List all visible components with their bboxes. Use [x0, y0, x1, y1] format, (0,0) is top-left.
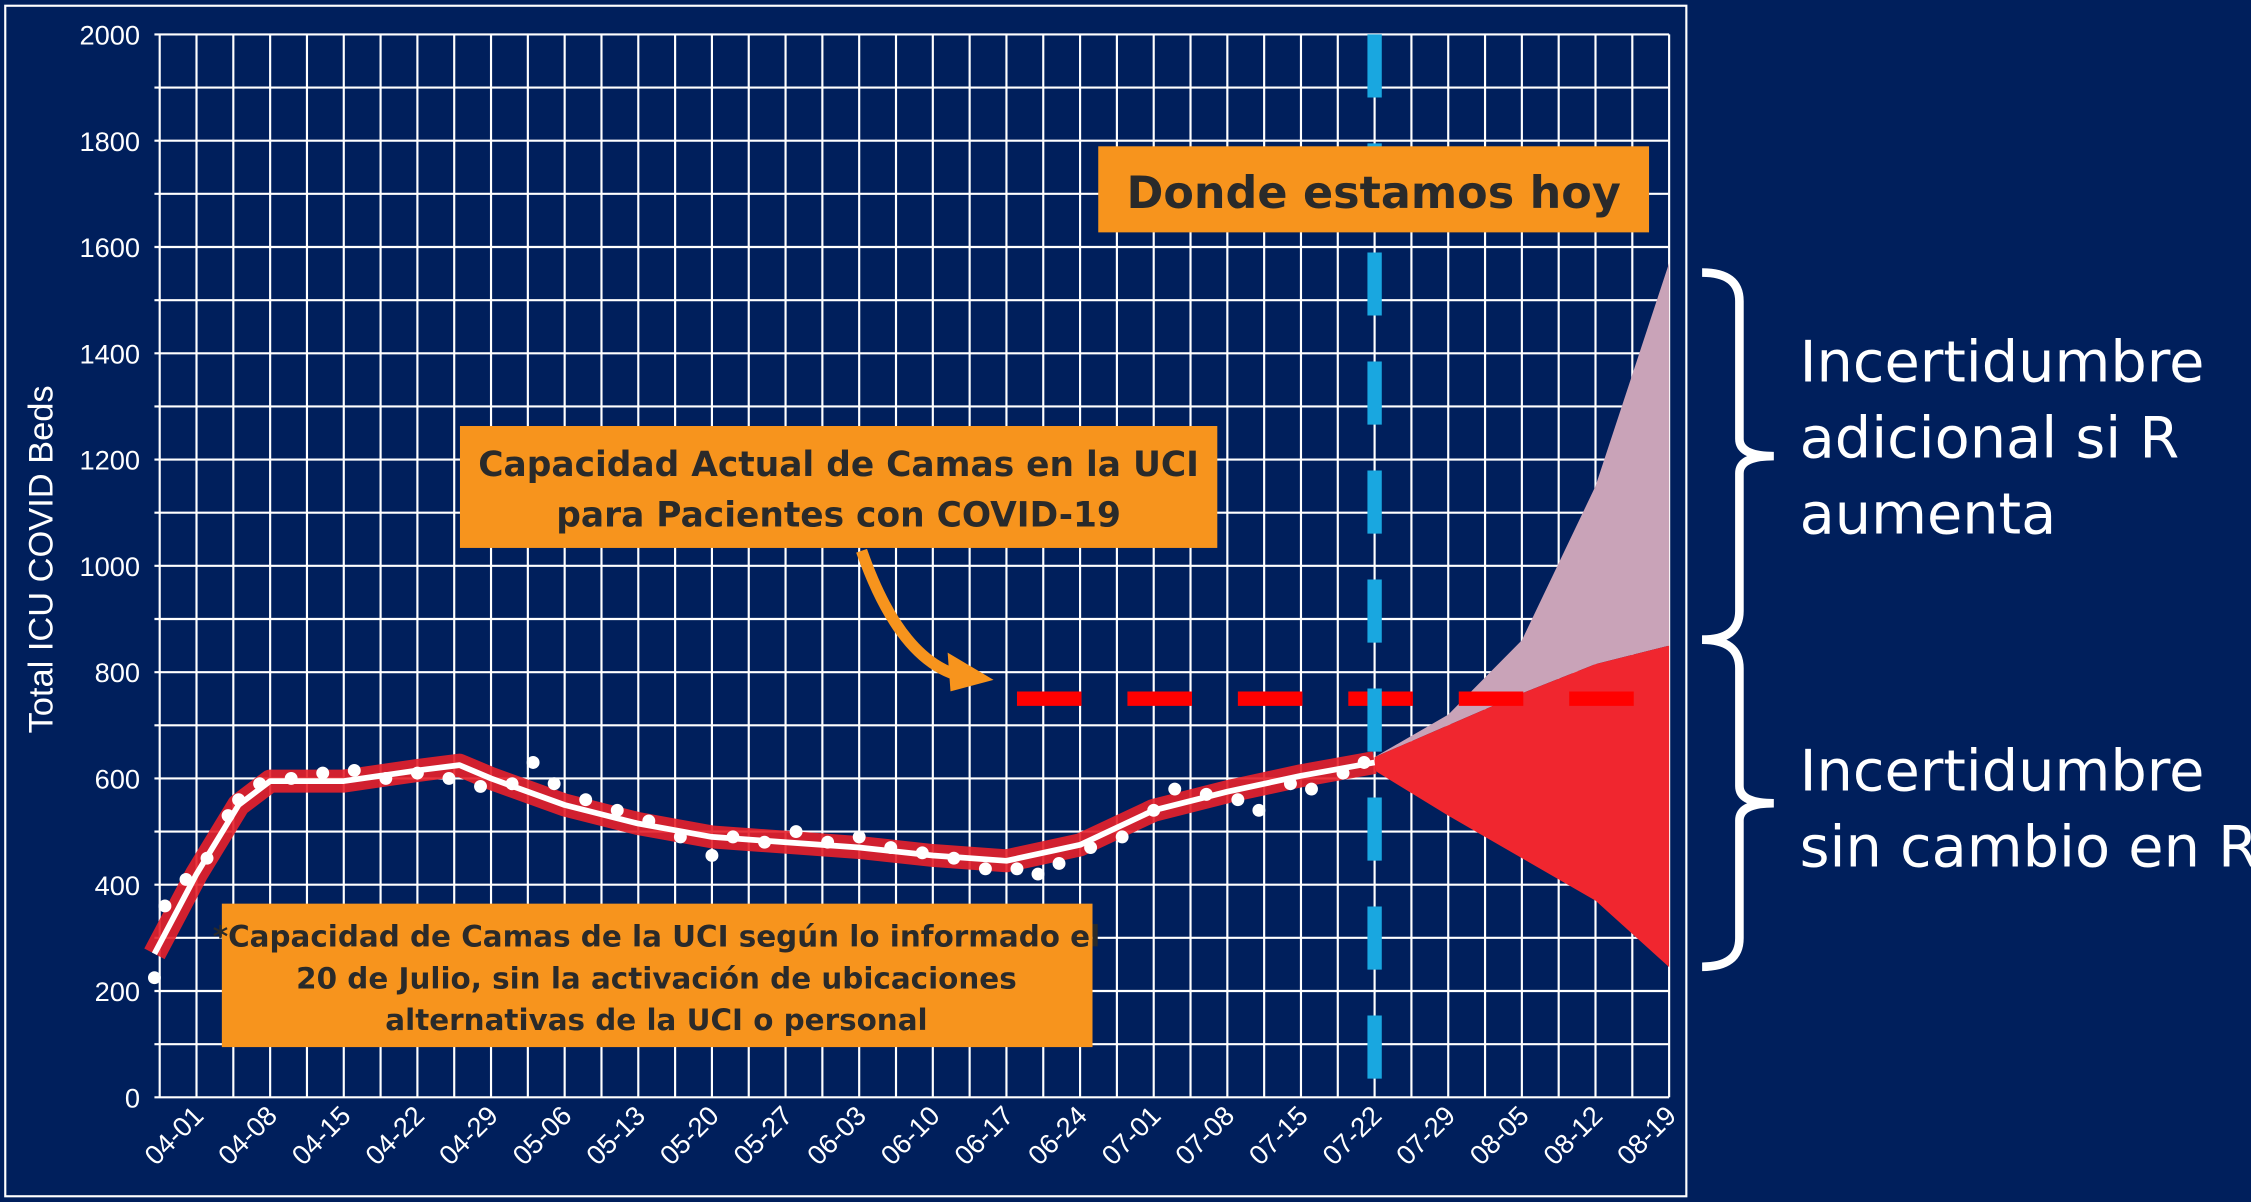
observed-point	[705, 849, 719, 862]
y-tick-label: 1600	[79, 232, 140, 263]
observed-point	[1305, 782, 1318, 796]
y-tick-label: 0	[125, 1082, 140, 1113]
observed-point	[642, 814, 656, 828]
y-tick-label: 400	[95, 870, 140, 901]
annotation-box	[459, 426, 1218, 548]
observed-point	[579, 793, 593, 807]
observed-point	[1084, 841, 1098, 854]
observed-point	[232, 793, 246, 807]
annotation-box	[221, 903, 1093, 1048]
observed-point	[726, 830, 740, 844]
observed-point	[789, 825, 803, 839]
side-label: sin cambio en R	[1800, 813, 2251, 880]
y-tick-label: 1800	[79, 126, 140, 157]
y-tick-label: 1000	[79, 551, 140, 582]
observed-point	[1283, 777, 1297, 791]
observed-point	[1199, 787, 1213, 801]
today-label: Donde estamos hoy	[1126, 168, 1620, 219]
footnote: 20 de Julio, sin la activación de ubicac…	[296, 961, 1017, 995]
capacity-label: para Pacientes con COVID-19	[556, 495, 1121, 535]
y-axis-label: Total ICU COVID Beds	[23, 385, 61, 733]
observed-point	[947, 851, 961, 865]
observed-point	[1031, 867, 1045, 881]
observed-point	[526, 756, 540, 769]
projection-band-high	[1374, 262, 1670, 758]
observed-point	[379, 771, 393, 785]
y-tick-label: 200	[95, 976, 140, 1007]
observed-point	[1252, 803, 1266, 817]
observed-point	[1231, 793, 1245, 807]
observed-point	[1115, 830, 1129, 844]
observed-point	[316, 766, 330, 780]
observed-point	[221, 809, 235, 823]
observed-point	[884, 841, 898, 854]
y-tick-label: 600	[95, 763, 140, 794]
observed-point	[915, 846, 929, 860]
side-label: aumenta	[1800, 481, 2057, 548]
brace	[1701, 268, 1774, 645]
observed-point	[1052, 857, 1066, 870]
observed-point	[547, 777, 561, 791]
side-label: Incertidumbre	[1800, 329, 2205, 396]
observed-point	[505, 777, 519, 791]
arrow-head	[947, 652, 994, 692]
footnote: *Capacidad de Camas de la UCI según lo i…	[213, 920, 1100, 954]
y-tick-label: 1200	[79, 445, 140, 476]
observed-point	[158, 899, 172, 913]
annotation-box	[1098, 146, 1650, 233]
y-tick-label: 1400	[79, 338, 140, 369]
projection-band	[1374, 645, 1670, 968]
observed-point	[347, 764, 361, 777]
observed-point	[410, 766, 424, 780]
annotations: Donde estamos hoy Capacidad Actual de Cam…	[213, 146, 2251, 1048]
fit-line	[151, 759, 1376, 956]
marks	[144, 34, 1670, 1091]
side-label: adicional si R	[1800, 405, 2180, 472]
observed-point	[200, 851, 214, 865]
observed-point	[253, 777, 267, 791]
side-label: Incertidumbre	[1800, 737, 2205, 804]
observed-point	[1010, 862, 1024, 876]
y-tick-label: 2000	[79, 19, 140, 50]
observed-point	[821, 835, 835, 849]
observed-point	[1147, 803, 1161, 817]
observed-point	[442, 771, 456, 785]
observed-point	[284, 771, 298, 785]
brace	[1701, 635, 1774, 972]
capacity-label: Capacidad Actual de Camas en la UCI	[478, 445, 1199, 485]
observed-point	[610, 803, 624, 817]
observed-point	[1357, 756, 1371, 769]
observed-point	[1168, 782, 1182, 796]
observed-point	[852, 830, 866, 844]
footnote: alternativas de la UCI o personal	[385, 1003, 927, 1037]
y-tick-label: 800	[95, 657, 140, 688]
observed-point	[673, 830, 687, 844]
observed-point	[1336, 766, 1350, 780]
observed-point	[758, 835, 771, 849]
observed-point	[179, 872, 193, 886]
observed-point	[474, 779, 487, 793]
observed-point	[978, 862, 992, 876]
observed-point	[147, 971, 161, 985]
plot-frame	[4, 4, 1688, 1198]
